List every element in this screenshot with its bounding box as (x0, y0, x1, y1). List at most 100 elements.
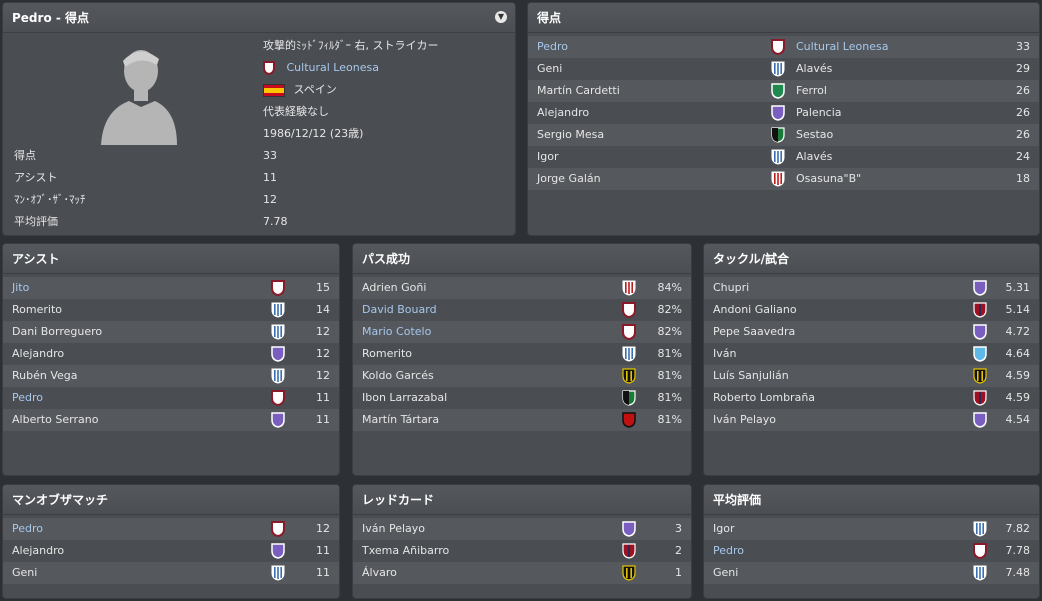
club-shield-icon (771, 61, 785, 77)
rating-row[interactable]: Geni 7.48 (704, 562, 1039, 584)
tackles-row[interactable]: Roberto Lombraña 4.59 (704, 387, 1039, 409)
club-name-link[interactable]: Alavés (796, 150, 833, 163)
stat-goals-value: 33 (263, 149, 277, 162)
assists-row[interactable]: Jito 15 (3, 277, 339, 299)
goals-row[interactable]: Igor Alavés 24 (528, 146, 1039, 168)
player-name-link[interactable]: Sergio Mesa (537, 128, 605, 141)
rating-row[interactable]: Pedro 7.78 (704, 540, 1039, 562)
player-name-link[interactable]: Ibon Larrazabal (362, 391, 448, 404)
stat-value: 82% (657, 303, 682, 316)
tackles-row[interactable]: Iván Pelayo 4.54 (704, 409, 1039, 431)
tackles-row[interactable]: Luís Sanjulián 4.59 (704, 365, 1039, 387)
tackles-row[interactable]: Andoni Galiano 5.14 (704, 299, 1039, 321)
assists-row[interactable]: Alejandro 12 (3, 343, 339, 365)
player-name-link[interactable]: Pepe Saavedra (713, 325, 796, 338)
chevron-down-icon[interactable]: ▼ (495, 11, 507, 23)
player-name-link[interactable]: Pedro (713, 544, 745, 557)
player-name-link[interactable]: Pedro (537, 40, 569, 53)
goals-row[interactable]: Geni Alavés 29 (528, 58, 1039, 80)
club-name-link[interactable]: Sestao (796, 128, 834, 141)
motm-row[interactable]: Geni 11 (3, 562, 339, 584)
stat-motm-value: 12 (263, 193, 277, 206)
assists-row[interactable]: Rubén Vega 12 (3, 365, 339, 387)
redcards-row[interactable]: Iván Pelayo 3 (353, 518, 691, 540)
redcards-row[interactable]: Álvaro 1 (353, 562, 691, 584)
player-name-link[interactable]: Alberto Serrano (12, 413, 99, 426)
tackles-row[interactable]: Iván 4.64 (704, 343, 1039, 365)
rating-row[interactable]: Igor 7.82 (704, 518, 1039, 540)
player-name-link[interactable]: Romerito (12, 303, 62, 316)
redcards-row[interactable]: Txema Añibarro 2 (353, 540, 691, 562)
player-name-link[interactable]: Jorge Galán (537, 172, 601, 185)
player-name-link[interactable]: David Bouard (362, 303, 437, 316)
passes-row[interactable]: Romerito 81% (353, 343, 691, 365)
stat-value: 4.72 (1005, 325, 1031, 338)
player-name-link[interactable]: Alejandro (537, 106, 590, 119)
player-name-link[interactable]: Luís Sanjulián (713, 369, 789, 382)
player-name-link[interactable]: Mario Cotelo (362, 325, 432, 338)
club-shield-icon (271, 280, 285, 296)
player-club-link[interactable]: Cultural Leonesa (286, 61, 379, 74)
club-name-link[interactable]: Osasuna"B" (796, 172, 862, 185)
passes-row[interactable]: Ibon Larrazabal 81% (353, 387, 691, 409)
player-name-link[interactable]: Igor (537, 150, 559, 163)
assists-row[interactable]: Dani Borreguero 12 (3, 321, 339, 343)
goals-row[interactable]: Sergio Mesa Sestao 26 (528, 124, 1039, 146)
passes-row[interactable]: Mario Cotelo 82% (353, 321, 691, 343)
goals-list: Pedro Cultural Leonesa 33 Geni Alavés 29 Mart… (528, 33, 1039, 190)
player-name-link[interactable]: Adrien Goñi (362, 281, 427, 294)
goals-row[interactable]: Alejandro Palencia 26 (528, 102, 1039, 124)
player-name-link[interactable]: Romerito (362, 347, 412, 360)
club-name-link[interactable]: Cultural Leonesa (796, 40, 889, 53)
tackles-row[interactable]: Pepe Saavedra 4.72 (704, 321, 1039, 343)
player-caps: 代表経験なし (263, 105, 329, 118)
player-name-link[interactable]: Roberto Lombraña (713, 391, 816, 404)
player-nation[interactable]: スペイン (293, 83, 337, 96)
passes-row[interactable]: Koldo Garcés 81% (353, 365, 691, 387)
player-name-link[interactable]: Martín Cardetti (537, 84, 620, 97)
player-name-link[interactable]: Chupri (713, 281, 750, 294)
stat-value: 81% (657, 391, 682, 404)
club-shield-icon (973, 390, 987, 406)
player-name-link[interactable]: Pedro (12, 522, 44, 535)
goals-row[interactable]: Martín Cardetti Ferrol 26 (528, 80, 1039, 102)
assists-row[interactable]: Alberto Serrano 11 (3, 409, 339, 431)
player-name-link[interactable]: Koldo Garcés (362, 369, 434, 382)
stat-value: 33 (1016, 40, 1030, 53)
assists-row[interactable]: Romerito 14 (3, 299, 339, 321)
stat-rating-value: 7.78 (263, 215, 288, 228)
player-name-link[interactable]: Martín Tártara (362, 413, 440, 426)
player-name-link[interactable]: Geni (12, 566, 38, 579)
player-name-link[interactable]: Geni (713, 566, 739, 579)
player-name-link[interactable]: Txema Añibarro (362, 544, 450, 557)
motm-row[interactable]: Pedro 12 (3, 518, 339, 540)
club-name-link[interactable]: Ferrol (796, 84, 827, 97)
club-shield-icon (622, 390, 636, 406)
club-name-link[interactable]: Alavés (796, 62, 833, 75)
club-shield-icon (271, 543, 285, 559)
assists-row[interactable]: Pedro 11 (3, 387, 339, 409)
player-name-link[interactable]: Pedro (12, 391, 44, 404)
passes-row[interactable]: Martín Tártara 81% (353, 409, 691, 431)
player-name-link[interactable]: Iván Pelayo (713, 413, 777, 426)
goals-row[interactable]: Jorge Galán Osasuna"B" 18 (528, 168, 1039, 190)
passes-row[interactable]: Adrien Goñi 84% (353, 277, 691, 299)
player-name-link[interactable]: Alejandro (12, 544, 65, 557)
club-shield-icon (622, 368, 636, 384)
player-name-link[interactable]: Jito (12, 281, 30, 294)
player-name-link[interactable]: Iván Pelayo (362, 522, 426, 535)
stat-value: 2 (675, 544, 682, 557)
player-name-link[interactable]: Andoni Galiano (713, 303, 797, 316)
goals-row[interactable]: Pedro Cultural Leonesa 33 (528, 36, 1039, 58)
player-name-link[interactable]: Igor (713, 522, 735, 535)
player-name-link[interactable]: Iván (713, 347, 737, 360)
player-name-link[interactable]: Álvaro (362, 566, 397, 579)
player-name-link[interactable]: Dani Borreguero (12, 325, 103, 338)
player-name-link[interactable]: Alejandro (12, 347, 65, 360)
club-name-link[interactable]: Palencia (796, 106, 842, 119)
motm-row[interactable]: Alejandro 11 (3, 540, 339, 562)
tackles-row[interactable]: Chupri 5.31 (704, 277, 1039, 299)
player-name-link[interactable]: Geni (537, 62, 563, 75)
passes-row[interactable]: David Bouard 82% (353, 299, 691, 321)
player-name-link[interactable]: Rubén Vega (12, 369, 78, 382)
